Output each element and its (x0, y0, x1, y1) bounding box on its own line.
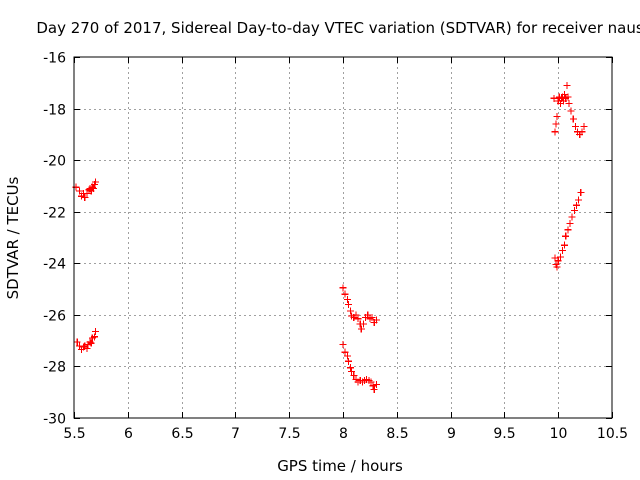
data-point (575, 196, 583, 204)
data-point (80, 343, 88, 351)
data-point (348, 368, 356, 376)
data-point (352, 311, 360, 319)
data-point (343, 295, 351, 303)
x-tick-label: 8.5 (386, 426, 408, 442)
data-point (572, 201, 580, 209)
data-point (90, 333, 98, 341)
x-axis-tick-labels: 5.5 6 6.5 7 7.5 8 8.5 9 9.5 10 10.5 (63, 426, 628, 442)
data-point (357, 325, 365, 333)
data-points (72, 81, 588, 394)
x-tick-label: 10 (550, 426, 568, 442)
y-tick-label: -18 (43, 103, 66, 119)
data-point (83, 190, 91, 198)
y-tick-label: -28 (43, 360, 66, 376)
series-naus-d (339, 341, 380, 394)
plot-frame (73, 56, 613, 419)
data-point (344, 357, 352, 365)
data-point (562, 232, 570, 240)
data-point (553, 112, 561, 120)
series-naus-e (550, 81, 588, 138)
x-tick-label: 8 (339, 426, 348, 442)
data-point (81, 194, 89, 202)
data-point (578, 128, 586, 136)
y-axis-tick-labels: -16 -18 -20 -22 -24 -26 -28 -30 (43, 51, 66, 428)
data-point (339, 284, 347, 292)
y-axis-label: SDTVAR / TECUs (4, 176, 22, 299)
data-point (343, 352, 351, 360)
data-point (561, 241, 569, 249)
data-point (344, 301, 352, 309)
data-point (577, 188, 585, 196)
data-point (556, 253, 564, 261)
data-point (553, 263, 561, 271)
data-point (372, 316, 380, 324)
data-point (559, 246, 567, 254)
data-point (571, 123, 579, 131)
x-tick-label: 9.5 (493, 426, 515, 442)
x-axis-label: GPS time / hours (277, 457, 403, 475)
data-point (567, 107, 575, 115)
y-tick-label: -24 (43, 257, 66, 273)
data-point (92, 328, 100, 336)
data-point (368, 313, 376, 321)
data-point (341, 348, 349, 356)
x-tick-label: 7 (231, 426, 240, 442)
data-point (354, 315, 362, 323)
data-point (350, 371, 358, 379)
series-naus-c (339, 284, 380, 333)
chart-title: Day 270 of 2017, Sidereal Day-to-day VTE… (36, 19, 640, 37)
y-tick-label: -20 (43, 154, 66, 170)
data-point (563, 81, 571, 89)
data-point (75, 187, 83, 195)
data-point (86, 338, 94, 346)
y-tick-label: -22 (43, 206, 66, 222)
data-point (580, 123, 588, 131)
data-point (551, 128, 559, 136)
data-point (339, 341, 347, 349)
x-tick-label: 9 (447, 426, 456, 442)
x-tick-label: 6 (124, 426, 133, 442)
data-point (73, 338, 81, 346)
data-point (89, 185, 97, 193)
data-point (564, 226, 572, 234)
data-point (564, 93, 572, 101)
y-tick-label: -16 (43, 51, 66, 67)
x-tick-label: 7.5 (278, 426, 300, 442)
series-naus-a (72, 178, 100, 202)
data-point (565, 99, 573, 107)
data-point (92, 178, 100, 186)
x-tick-label: 5.5 (63, 426, 85, 442)
data-point (569, 115, 577, 123)
data-point (347, 364, 355, 372)
data-point (364, 311, 372, 319)
data-point (87, 339, 95, 347)
series-naus-f (551, 188, 585, 271)
data-point (341, 290, 349, 298)
data-point (554, 257, 562, 265)
data-point (359, 320, 367, 328)
data-point (552, 120, 560, 128)
data-point (372, 380, 380, 388)
data-point (550, 94, 558, 102)
data-point (370, 386, 378, 394)
y-tick-label: -30 (43, 412, 66, 428)
data-point (568, 213, 576, 221)
series-naus-b (73, 328, 100, 354)
x-tick-label: 10.5 (597, 426, 628, 442)
data-point (369, 382, 377, 390)
data-point (347, 307, 355, 315)
data-point (566, 219, 574, 227)
data-point (570, 206, 578, 214)
data-point (367, 378, 375, 386)
data-point (83, 344, 91, 352)
grid-lines (74, 57, 612, 418)
x-tick-label: 6.5 (171, 426, 193, 442)
y-tick-label: -26 (43, 309, 66, 325)
